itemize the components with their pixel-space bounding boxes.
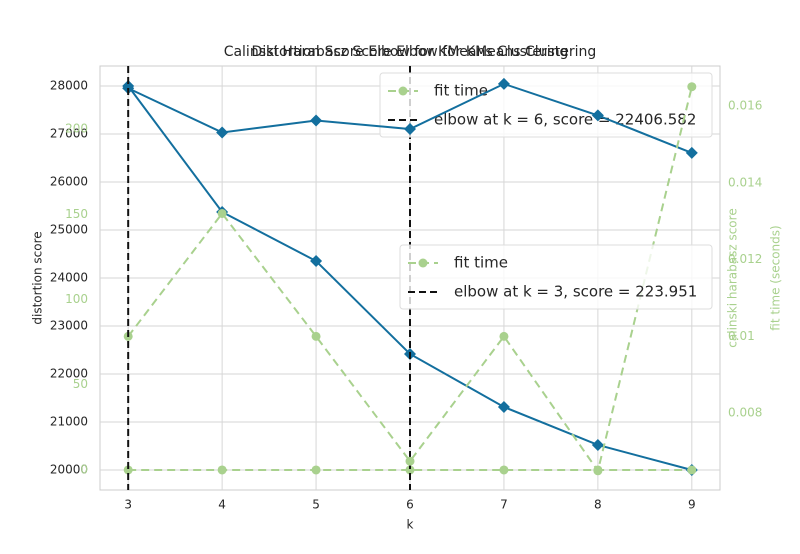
y2-tick-label: 0.01 — [728, 329, 755, 343]
data-point — [591, 438, 604, 451]
y2-tick-label: 0.016 — [728, 98, 762, 112]
data-point — [497, 400, 510, 413]
y-tick-label: 22000 — [50, 366, 88, 380]
y-tick-label: 20000 — [50, 462, 88, 476]
x-tick-label: 6 — [406, 498, 414, 512]
chart-title: Calinski Harabasz Score Elbow for KMeans… — [224, 44, 597, 60]
data-point — [405, 456, 415, 466]
legend-label: fit time — [454, 254, 508, 272]
data-point — [687, 82, 697, 92]
data-point — [123, 465, 133, 475]
y-tick-label: 100 — [65, 292, 88, 306]
legend-marker — [398, 86, 408, 96]
legend-label: elbow at k = 6, score = 22406.582 — [434, 111, 696, 129]
y-tick-label: 200 — [65, 122, 88, 136]
y-tick-label: 23000 — [50, 318, 88, 332]
x-tick-label: 3 — [124, 498, 132, 512]
x-tick-label: 9 — [688, 498, 696, 512]
x-axis-label: k — [407, 518, 414, 532]
data-point — [591, 109, 604, 122]
legend-box — [399, 244, 713, 310]
x-tick-label: 8 — [594, 498, 602, 512]
data-point — [310, 255, 323, 268]
legend-box — [379, 72, 713, 138]
y-tick-label: 24000 — [50, 271, 88, 285]
y-tick-label: 150 — [65, 207, 88, 221]
y2-tick-label: 0.008 — [728, 406, 762, 420]
x-tick-label: 5 — [312, 498, 320, 512]
y2-tick-label: 0.014 — [728, 175, 762, 189]
data-point — [685, 146, 698, 159]
data-point — [310, 114, 323, 127]
data-point — [311, 465, 321, 475]
data-point — [499, 331, 509, 341]
y-tick-label: 50 — [73, 377, 88, 391]
data-point — [687, 465, 697, 475]
data-point — [311, 331, 321, 341]
y-tick-label: 27000 — [50, 127, 88, 141]
data-point — [593, 466, 603, 476]
data-point — [405, 465, 415, 475]
y-tick-label: 26000 — [50, 175, 88, 189]
data-point — [499, 465, 509, 475]
x-tick-label: 4 — [218, 498, 226, 512]
data-point — [217, 208, 227, 218]
y-tick-label: 21000 — [50, 414, 88, 428]
chart-title: Distortion Score Elbow for KMeans Cluste… — [252, 44, 569, 60]
x-tick-label: 7 — [500, 498, 508, 512]
data-point — [217, 465, 227, 475]
data-point — [497, 77, 510, 90]
legend-marker — [418, 258, 428, 268]
y-tick-label: 28000 — [50, 79, 88, 93]
data-point — [216, 126, 229, 139]
y-axis-label: distortion score — [31, 231, 45, 324]
y-tick-label: 0 — [80, 462, 88, 476]
y2-tick-label: 0.012 — [728, 252, 762, 266]
legend-label: elbow at k = 3, score = 223.951 — [454, 283, 697, 301]
y-axis-label: calinski harabasz score — [726, 208, 740, 347]
y-tick-label: 25000 — [50, 223, 88, 237]
legend-label: fit time — [434, 82, 488, 100]
y2-axis-label: fit time (seconds) — [769, 225, 783, 330]
data-point — [404, 123, 416, 136]
